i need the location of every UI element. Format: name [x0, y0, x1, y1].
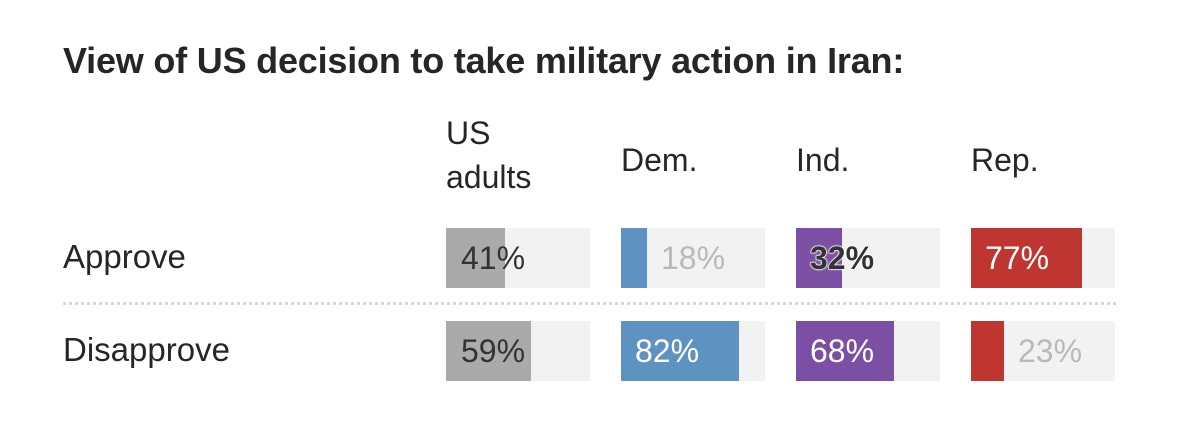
bar-track-dem-approve: 18%	[621, 228, 765, 288]
bar-track-ind-approve: 32%	[796, 228, 940, 288]
column-header-us-adults: US adults	[446, 115, 532, 195]
data-label-ind-disapprove: 68%	[810, 333, 875, 369]
bar-dem-approve	[621, 228, 647, 288]
bar-ind-approve	[796, 228, 842, 288]
data-label-us-adults-approve: 41%	[461, 240, 526, 276]
bar-track-dem-disapprove: 82%	[621, 321, 765, 381]
bar-track-rep-disapprove: 23%	[971, 321, 1115, 381]
data-label-ind-approve: 32%	[809, 240, 875, 277]
bar-track-us-adults-disapprove: 59%	[446, 321, 590, 381]
bar-rep-disapprove	[971, 321, 1004, 381]
data-label-dem-disapprove: 82%	[635, 333, 700, 369]
bar-ind-disapprove	[796, 321, 894, 381]
column-header-dem: Dem.	[621, 142, 698, 178]
data-label-rep-disapprove: 23%	[1018, 333, 1083, 369]
bar-rep-approve	[971, 228, 1082, 288]
chart-title: View of US decision to take military act…	[63, 40, 905, 81]
bar-track-us-adults-approve: 41%	[446, 228, 590, 288]
data-label-rep-approve: 77%	[985, 240, 1050, 276]
data-label-dem-approve: 18%	[661, 240, 726, 276]
data-label-us-adults-disapprove: 59%	[461, 333, 526, 369]
row-divider	[63, 302, 1116, 305]
bar-track-ind-disapprove: 68%	[796, 321, 940, 381]
row-label-disapprove: Disapprove	[63, 331, 230, 368]
bar-us-adults-approve	[446, 228, 505, 288]
bar-track-rep-approve: 77%	[971, 228, 1115, 288]
bar-dem-disapprove	[621, 321, 739, 381]
column-header-ind: Ind.	[796, 142, 850, 178]
column-header-rep: Rep.	[971, 142, 1039, 178]
row-label-approve: Approve	[63, 238, 186, 275]
bar-us-adults-disapprove	[446, 321, 531, 381]
